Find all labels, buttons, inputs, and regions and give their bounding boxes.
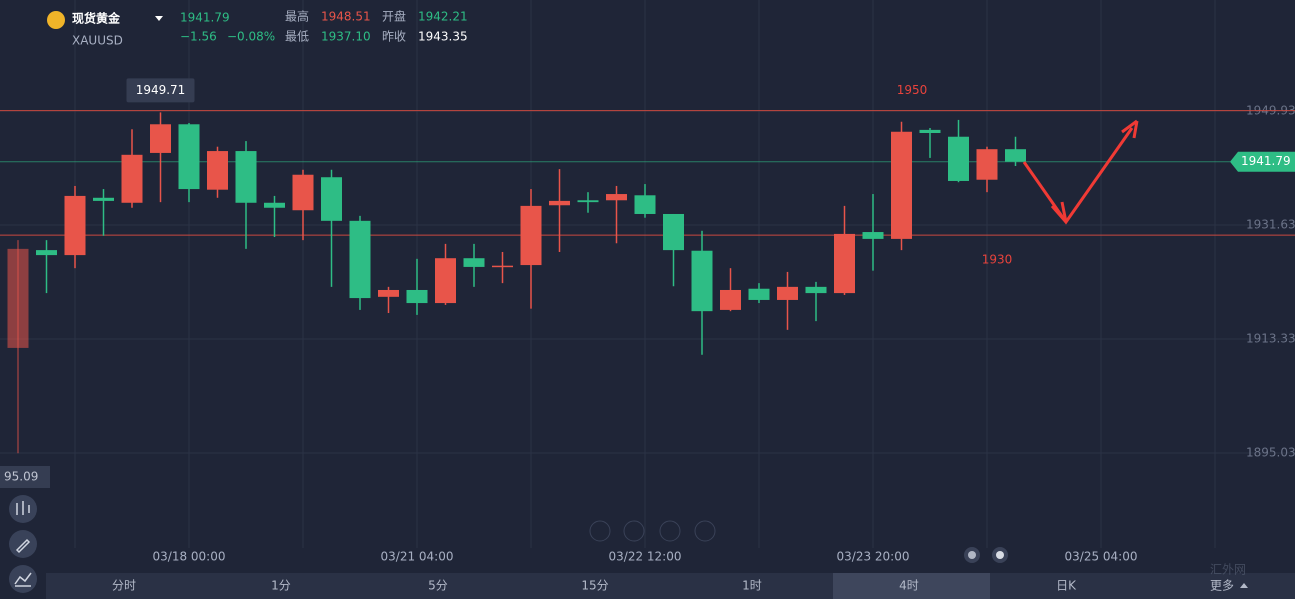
candle-body [606,194,627,201]
tab[interactable]: 分时 [112,579,136,593]
x-tick-label: 03/18 00:00 [153,550,226,564]
candle-body [463,258,485,267]
option-a-dot [968,551,976,559]
dropdown[interactable] [155,16,163,21]
candle-body [919,129,941,133]
price: 1941.79 [180,11,230,25]
change-pct: −0.08% [227,30,275,44]
tab[interactable]: 4时 [899,579,919,593]
tool-glyphs [14,501,32,587]
candle-body [691,250,713,312]
x-tick-label: 03/21 04:00 [381,550,454,564]
symbol: XAUUSD [72,34,123,48]
y-tick-label: 1913.33 [1246,332,1295,346]
gold-icon [47,11,65,29]
last[interactable] [659,520,681,542]
high: 1948.51 [321,10,371,24]
candle-body [663,213,684,251]
candle-body [891,131,912,239]
level-label: 1950 [897,83,928,97]
candle-body [976,149,998,180]
zoom-out[interactable] [589,520,611,542]
candle-body [36,250,57,256]
tab[interactable]: 1时 [742,579,762,593]
candle-body [777,286,798,300]
candle-body [862,232,884,239]
candle-body [321,177,342,221]
open: 1942.21 [418,10,468,24]
y-tick-label: 1931.63 [1246,218,1295,232]
candle-body [178,124,200,190]
candle-body [805,286,827,294]
candle-body [121,154,143,203]
tab[interactable]: 15分 [581,579,608,593]
plot: 1950 1930 1949.71 1941.79 95.09 [0,78,1295,488]
candle-body [207,151,228,190]
candle-body [948,136,969,181]
candle-body [349,220,371,299]
candle-body [406,289,428,304]
instrument-name[interactable]: 现货黄金 [72,11,121,26]
crosshair-box [0,466,50,488]
candle-body [150,124,171,153]
x-tick-label: 03/25 04:00 [1065,550,1138,564]
candle-body [64,195,86,256]
tab-selected [833,573,990,599]
change: −1.56 [180,30,217,44]
candle-body [292,174,314,211]
first[interactable] [623,520,645,542]
candle-body [93,197,114,201]
tabs: 分时 1分 5分 15分 1时 4时 日K 更多 [112,573,1248,599]
tab-bar [46,573,1295,599]
candle-body [7,248,29,348]
candle-body [834,233,855,294]
paging [589,520,716,542]
candle-body [748,288,770,300]
zoom-in[interactable] [694,520,716,542]
low-label: 最低 [285,30,309,44]
candle-body [577,200,599,203]
tab[interactable]: 1分 [271,579,291,593]
price-tag [1230,151,1295,172]
prev: 1943.35 [418,30,468,44]
price-tag-label: 1941.79 [1241,154,1291,168]
candle-body [634,195,656,214]
open-label: 开盘 [382,9,406,24]
candle-body [520,205,542,266]
option-b-dot [996,551,1004,559]
candle-body [549,200,570,206]
hover-box [126,78,195,103]
drawn-arrow [1022,119,1139,225]
tab-more-caret [1240,583,1248,588]
candle-body [378,289,399,297]
x-tick-label: 03/23 20:00 [837,550,910,564]
hover-label: 1949.71 [136,83,186,97]
candle-body [492,265,513,268]
tab[interactable]: 5分 [428,579,448,593]
high-label: 最高 [285,9,309,24]
candle-body [235,151,257,203]
candle-body [720,289,741,310]
crosshair-label: 95.09 [4,470,38,484]
candle-body [1005,149,1026,162]
tab[interactable]: 更多 [1210,579,1234,593]
candle-body [435,258,456,304]
tab[interactable]: 日K [1056,579,1077,593]
level-label: 1930 [982,253,1013,267]
candle-body [264,202,285,208]
prev-label: 昨收 [382,30,406,44]
x-tick-label: 03/22 12:00 [609,550,682,564]
watermark: 汇外网 [1210,563,1246,577]
y-tick-label: 1895.03 [1246,446,1295,460]
low: 1937.10 [321,30,371,44]
